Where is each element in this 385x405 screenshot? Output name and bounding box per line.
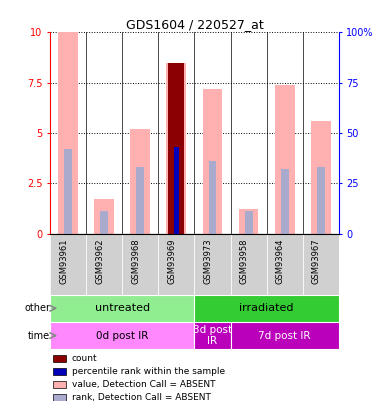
Text: other: other	[24, 303, 50, 313]
Bar	[231, 322, 339, 349]
Bar	[50, 294, 194, 322]
Bar	[86, 234, 122, 294]
Text: GSM93964: GSM93964	[276, 239, 285, 284]
Bar	[231, 234, 266, 294]
Bar	[53, 368, 66, 375]
Text: GSM93961: GSM93961	[59, 239, 68, 284]
Bar	[131, 129, 150, 234]
Bar	[174, 147, 179, 234]
Title: GDS1604 / 220527_at: GDS1604 / 220527_at	[126, 18, 263, 31]
Bar	[244, 211, 253, 234]
Bar	[100, 211, 108, 234]
Bar	[122, 234, 158, 294]
Bar	[209, 161, 216, 234]
Bar	[239, 209, 258, 234]
Bar	[194, 294, 339, 322]
Text: 0d post IR: 0d post IR	[96, 330, 149, 341]
Bar	[203, 89, 223, 234]
Bar	[281, 169, 289, 234]
Bar	[168, 63, 184, 234]
Text: time: time	[28, 330, 50, 341]
Bar	[303, 234, 339, 294]
Text: count: count	[72, 354, 97, 363]
Text: GSM93962: GSM93962	[95, 239, 104, 284]
Bar	[53, 394, 66, 401]
Bar	[275, 85, 295, 234]
Text: rank, Detection Call = ABSENT: rank, Detection Call = ABSENT	[72, 393, 211, 402]
Bar	[64, 149, 72, 234]
Bar	[166, 63, 186, 234]
Text: GSM93973: GSM93973	[203, 239, 213, 284]
Bar	[311, 121, 331, 234]
Text: percentile rank within the sample: percentile rank within the sample	[72, 367, 225, 376]
Text: untreated: untreated	[95, 303, 150, 313]
Bar	[58, 32, 78, 234]
Bar	[266, 234, 303, 294]
Bar	[158, 234, 194, 294]
Bar	[53, 355, 66, 362]
Bar	[50, 322, 194, 349]
Text: irradiated: irradiated	[239, 303, 294, 313]
Bar	[50, 234, 86, 294]
Text: 7d post IR: 7d post IR	[258, 330, 311, 341]
Text: GSM93967: GSM93967	[312, 239, 321, 284]
Bar	[172, 147, 180, 234]
Bar	[53, 381, 66, 388]
Text: 3d post
IR: 3d post IR	[193, 325, 232, 346]
Bar	[317, 167, 325, 234]
Bar	[194, 322, 231, 349]
Text: GSM93958: GSM93958	[239, 239, 249, 284]
Bar	[136, 167, 144, 234]
Bar	[94, 199, 114, 234]
Text: GSM93968: GSM93968	[131, 239, 140, 284]
Bar	[194, 234, 231, 294]
Text: GSM93969: GSM93969	[167, 239, 176, 284]
Text: value, Detection Call = ABSENT: value, Detection Call = ABSENT	[72, 380, 215, 389]
